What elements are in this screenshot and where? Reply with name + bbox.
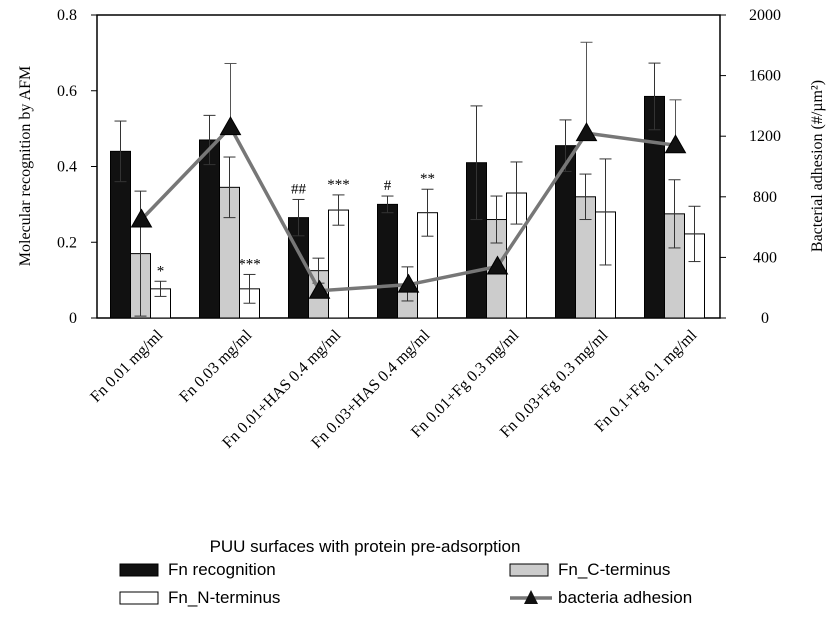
- y-right-tick-label: 1600: [749, 68, 781, 85]
- y-right-tick-label: 400: [753, 249, 777, 266]
- y-axis-left-label: Molecular recognition by AFM: [17, 66, 34, 266]
- triangle-marker: [575, 122, 598, 142]
- triangle-marker: [219, 116, 242, 136]
- triangle-marker: [486, 255, 509, 275]
- adhesion-line-group: [130, 41, 687, 299]
- triangle-marker: [664, 134, 687, 154]
- legend-label: Fn recognition: [168, 560, 276, 579]
- significance-mark: *: [157, 263, 165, 279]
- significance-marks: * ***## *** # **: [157, 171, 435, 279]
- y-left-tick-label: 0.4: [57, 159, 77, 176]
- bar: [377, 203, 398, 319]
- triangle-marker: [308, 279, 331, 299]
- triangle-marker: [130, 208, 153, 228]
- bar: [199, 139, 220, 319]
- y-axis-right-ticks: 0 400 800 1200 1600 2000: [720, 7, 781, 327]
- significance-mark: ***: [238, 256, 261, 272]
- legend: Fn recognition Fn_C-terminus Fn_N-terminus…: [119, 560, 692, 607]
- legend-triangle-marker: [524, 590, 538, 604]
- triangle-marker: [397, 273, 420, 293]
- legend-label: Fn_C-terminus: [558, 560, 670, 579]
- y-left-tick-label: 0.6: [57, 83, 77, 100]
- legend-swatch: [119, 591, 159, 605]
- x-tick-label: Fn 0.01 mg/ml: [87, 326, 166, 405]
- x-tick-label: Fn 0.1+Fg 0.1 mg/ml: [592, 326, 701, 435]
- y-right-tick-label: 800: [753, 189, 777, 206]
- error-bar-group: [114, 62, 701, 317]
- y-left-tick-label: 0: [69, 310, 77, 327]
- y-left-tick-label: 0.2: [57, 234, 77, 251]
- y-left-tick-label: 0.8: [57, 7, 77, 24]
- significance-mark: **: [420, 171, 435, 187]
- legend-swatch: [509, 563, 549, 577]
- y-right-tick-label: 1200: [749, 128, 781, 145]
- legend-label: bacteria adhesion: [558, 588, 692, 607]
- legend-label: Fn_N-terminus: [168, 588, 280, 607]
- significance-mark: ***: [327, 177, 350, 193]
- significance-mark: #: [384, 178, 392, 194]
- x-axis-label: PUU surfaces with protein pre-adsorption: [210, 537, 521, 556]
- y-axis-left-ticks: 0 0.2 0.4 0.6 0.8: [57, 7, 97, 327]
- y-axis-right-label: Bacterial adhesion (#/µm²): [809, 80, 826, 252]
- bar-series-group: [110, 95, 705, 319]
- legend-swatch: [119, 563, 159, 577]
- significance-mark: ##: [291, 181, 307, 197]
- x-tick-label: Fn 0.03 mg/ml: [176, 326, 255, 405]
- bar: [328, 209, 349, 319]
- y-right-tick-label: 0: [761, 310, 769, 327]
- y-right-tick-label: 2000: [749, 7, 781, 24]
